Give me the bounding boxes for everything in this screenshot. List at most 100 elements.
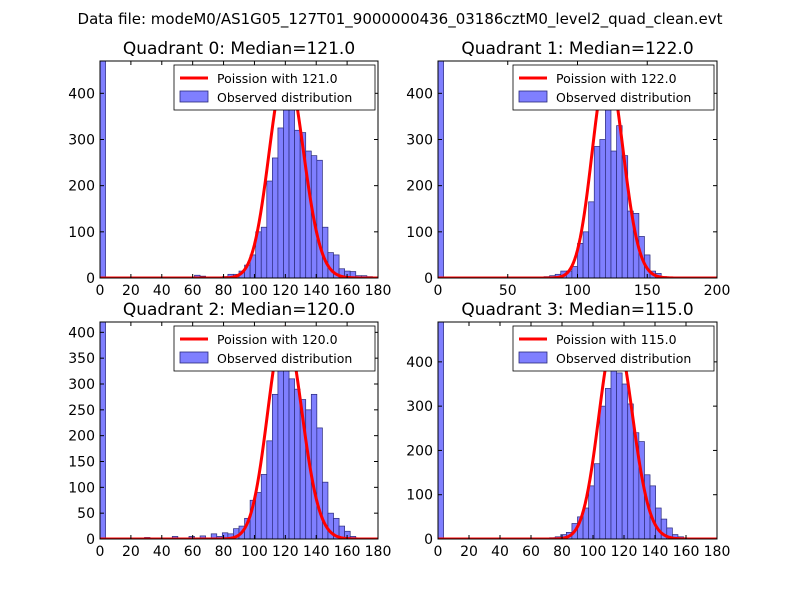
x-tick-label: 60	[522, 544, 540, 560]
quadrant-1-panel: 0 50 100 150 200 0 100 200 300 400 Quadrant 1: Med…	[406, 39, 730, 299]
x-tick-label: 180	[704, 544, 731, 560]
quadrant-0-panel: 0 20 40 60 80 100 120 140 160 1800100200300400Qua…	[68, 39, 392, 299]
x-tick-label: 50	[499, 283, 517, 299]
legend-poisson-label: Poission with 122.0	[556, 71, 677, 86]
legend-hist-label: Observed distribution	[217, 351, 352, 366]
x-tick-label: 160	[673, 544, 700, 560]
histogram-bar	[593, 463, 601, 539]
y-tick-label: 300	[68, 132, 95, 148]
legend-poisson-label: Poission with 115.0	[556, 332, 677, 347]
y-tick-label: 200	[406, 443, 433, 459]
histogram-bar	[621, 383, 629, 539]
y-tick-label: 300	[406, 132, 433, 148]
y-tick-label: 300	[406, 399, 433, 415]
y-tick-label: 0	[424, 271, 433, 287]
x-tick-label: 120	[611, 544, 638, 560]
x-tick-label: 100	[241, 544, 268, 560]
legend-hist-swatch	[518, 90, 548, 103]
y-tick-label: 400	[68, 86, 95, 102]
x-tick-label: 80	[215, 283, 233, 299]
axes-frame	[437, 321, 718, 540]
histogram-bar	[288, 88, 295, 278]
legend: Poission with 120.0 Observed distribution	[173, 325, 376, 372]
legend-box	[512, 325, 715, 372]
histogram-bar	[588, 201, 595, 278]
legend-hist-label: Observed distribution	[217, 90, 352, 105]
histogram-bar	[288, 378, 295, 539]
x-tick-label: 40	[491, 544, 509, 560]
histogram-bar	[582, 231, 590, 278]
x-tick-label: 140	[642, 544, 669, 560]
x-tick-label: 120	[272, 544, 299, 560]
x-tick-label: 0	[96, 283, 105, 299]
x-tick-label: 120	[272, 283, 299, 299]
histogram-bar	[593, 146, 601, 278]
legend: Poission with 122.0 Observed distribution	[512, 64, 715, 111]
y-tick-label: 400	[68, 325, 95, 341]
x-tick-label: 20	[122, 283, 140, 299]
x-tick-label: 140	[303, 544, 330, 560]
legend-hist-label: Observed distribution	[556, 90, 691, 105]
histogram-bar	[571, 266, 578, 278]
y-tick-label: 400	[406, 86, 433, 102]
x-tick-label: 80	[553, 544, 571, 560]
y-tick-label: 200	[406, 179, 433, 195]
histogram-bar	[438, 322, 444, 539]
histogram-bar	[610, 150, 617, 278]
histogram-bar	[438, 61, 444, 278]
quadrant-title: Quadrant 1: Median=122.0	[461, 39, 693, 59]
histogram-bar	[277, 127, 284, 278]
legend-box	[173, 64, 376, 111]
y-tick-label: 50	[77, 506, 95, 522]
y-tick-label: 200	[68, 179, 95, 195]
y-tick-label: 150	[68, 455, 95, 471]
x-tick-label: 180	[365, 283, 392, 299]
histogram-bar	[316, 427, 323, 539]
x-tick-label: 40	[153, 544, 171, 560]
quadrant-title: Quadrant 3: Median=115.0	[461, 300, 693, 320]
y-tick-label: 250	[68, 403, 95, 419]
x-tick-label: 100	[580, 544, 607, 560]
histogram-bar	[272, 393, 279, 539]
y-tick-label: 200	[68, 429, 95, 445]
x-tick-label: 60	[184, 283, 202, 299]
x-tick-label: 40	[153, 283, 171, 299]
histogram-bar	[199, 535, 206, 539]
x-tick-label: 0	[434, 544, 443, 560]
x-tick-label: 100	[564, 283, 591, 299]
x-tick-label: 60	[184, 544, 202, 560]
histogram-bar	[266, 440, 273, 539]
legend-box	[173, 325, 376, 372]
figure-title: Data file: modeM0/AS1G05_127T01_90000004…	[78, 10, 723, 29]
histogram-bar	[100, 61, 106, 278]
histogram-bar	[260, 474, 268, 539]
histogram-bar	[316, 159, 323, 278]
y-tick-label: 100	[406, 488, 433, 504]
x-tick-label: 0	[96, 544, 105, 560]
legend-hist-label: Observed distribution	[556, 351, 691, 366]
x-tick-label: 140	[303, 283, 330, 299]
y-tick-label: 0	[86, 271, 95, 287]
axes-frame	[99, 60, 379, 279]
y-tick-label: 0	[424, 532, 433, 548]
histogram-bar	[605, 388, 612, 539]
legend-box	[512, 64, 715, 111]
x-tick-label: 0	[434, 283, 443, 299]
histogram-bar	[616, 125, 623, 278]
histogram-bar	[272, 157, 279, 278]
histogram-bar	[277, 347, 284, 539]
x-tick-label: 20	[460, 544, 478, 560]
legend-hist-swatch	[518, 351, 548, 364]
histogram-bar	[599, 405, 606, 539]
x-tick-label: 150	[634, 283, 661, 299]
x-tick-label: 200	[704, 283, 731, 299]
histogram-bar	[616, 372, 623, 539]
histogram-bar	[100, 322, 106, 539]
axes-frame	[99, 321, 379, 540]
quadrant-3-panel: 0 20 40 60 80 100 120 140 160 1800100200300400Qua…	[406, 300, 731, 560]
x-tick-label: 20	[122, 544, 140, 560]
y-tick-label: 100	[68, 480, 95, 496]
quadrant-2-panel: 0 20 40 60 80 100 120 140 160 1800501001502002503…	[68, 300, 392, 560]
x-tick-label: 180	[365, 544, 392, 560]
x-tick-label: 100	[241, 283, 268, 299]
